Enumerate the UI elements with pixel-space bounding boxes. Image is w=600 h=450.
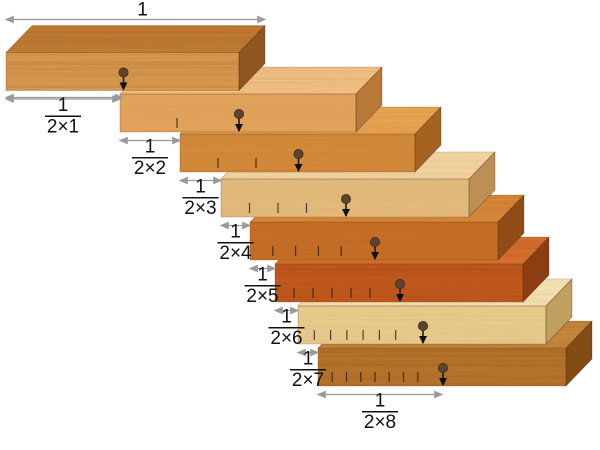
svg-text:1: 1 [230,222,241,243]
svg-text:2×5: 2×5 [246,286,278,307]
svg-text:1: 1 [257,265,268,286]
svg-text:2×1: 2×1 [47,117,79,138]
svg-text:1: 1 [195,177,206,198]
svg-text:2×6: 2×6 [270,328,302,349]
svg-text:1: 1 [303,349,314,370]
svg-text:2×4: 2×4 [219,243,252,264]
svg-text:2×3: 2×3 [184,198,216,219]
svg-text:1: 1 [145,137,156,158]
svg-text:2×7: 2×7 [292,370,324,391]
svg-text:1: 1 [375,391,386,412]
svg-text:1: 1 [281,307,292,328]
svg-text:1: 1 [58,95,69,116]
svg-text:1: 1 [137,0,148,21]
svg-text:2×8: 2×8 [364,412,396,433]
svg-text:2×2: 2×2 [134,158,166,179]
